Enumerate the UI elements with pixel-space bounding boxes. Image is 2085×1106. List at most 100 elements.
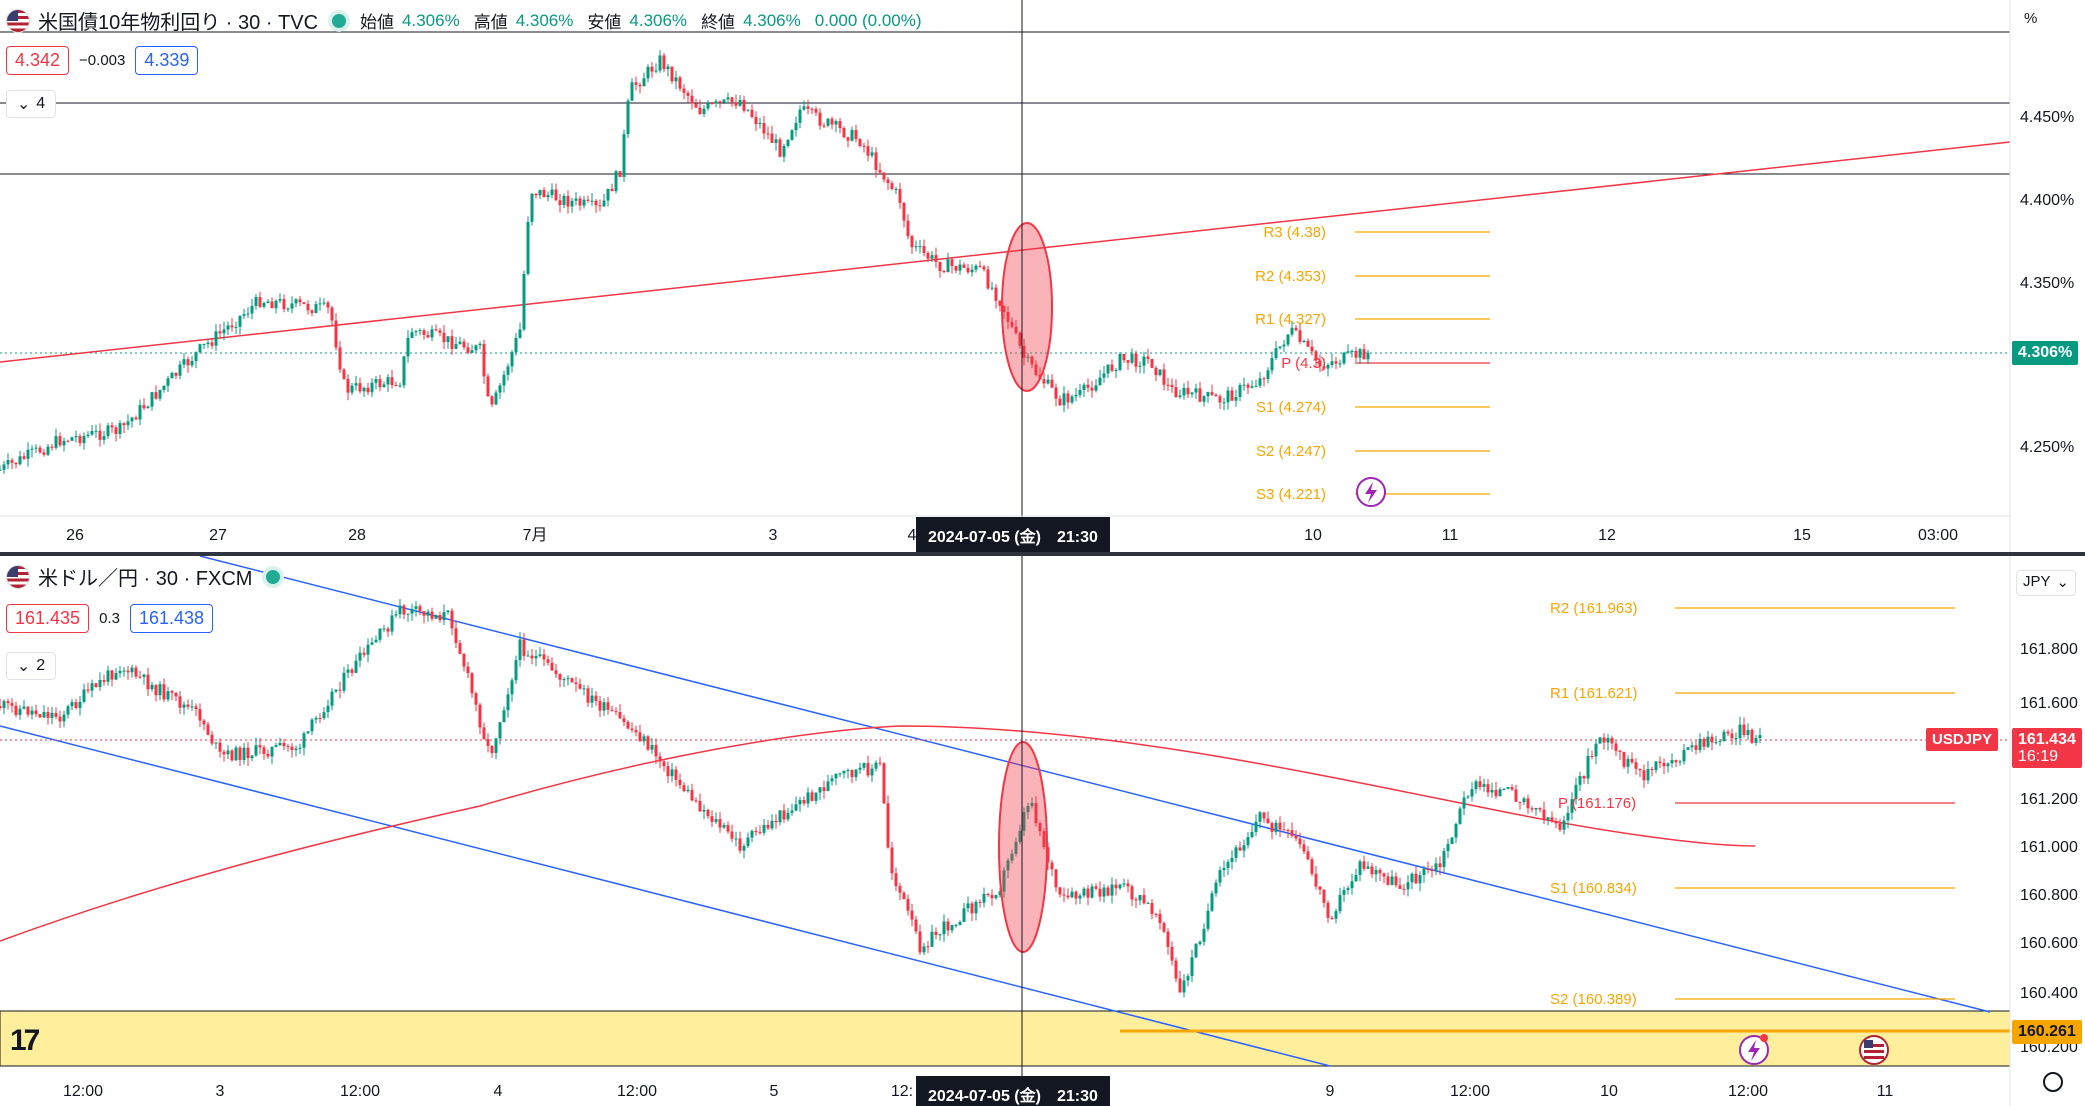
- symbol-title[interactable]: 米ドル／円 · 30 · FXCM: [38, 568, 253, 590]
- channel-upper-line[interactable]: [199, 556, 1991, 1013]
- settings-icon[interactable]: [2043, 1072, 2063, 1092]
- crosshair-time-label: 2024-07-05 (金) 21:30: [916, 517, 1110, 552]
- lightning-icon[interactable]: [1356, 477, 1386, 507]
- price-axis-label: 161.600: [2020, 695, 2078, 712]
- time-axis-label: 28: [348, 527, 366, 544]
- time-axis-label: 9: [1326, 1083, 1335, 1100]
- close-label: 終値: [701, 13, 736, 32]
- spread: −0.003: [79, 52, 126, 69]
- top-chart-pane[interactable]: R3 (4.38) R2 (4.353) R1 (4.327) P (4.3) …: [0, 0, 2085, 552]
- time-axis-label: 11: [1877, 1083, 1894, 1100]
- current-price-value: 161.434: [2018, 731, 2076, 748]
- time-axis-label: 10: [1304, 527, 1322, 544]
- us-event-flag-icon[interactable]: [1859, 1035, 1889, 1065]
- current-price-label: 4.306%: [2012, 341, 2079, 365]
- time-axis-label: 10: [1600, 1083, 1618, 1100]
- time-axis-label: 4: [494, 1083, 503, 1100]
- time-axis-label: 12:00: [63, 1083, 103, 1100]
- open-label: 始値: [360, 13, 395, 32]
- pane-divider[interactable]: [0, 552, 2085, 556]
- indicator-count: 4: [36, 95, 46, 112]
- time-axis-label: 12:00: [340, 1083, 380, 1100]
- pivot-label-s2: S2 (4.247): [1256, 443, 1326, 460]
- chevron-down-icon: ⌄: [16, 96, 31, 113]
- time-axis-label: 12:00: [1728, 1083, 1768, 1100]
- time-axis-label: 3: [769, 527, 778, 544]
- pivot-label-r1: R1 (4.327): [1255, 311, 1326, 328]
- close-value: 4.306%: [743, 10, 801, 30]
- current-price-label: 161.434 16:19: [2012, 728, 2082, 768]
- time-axis-label: 3: [216, 1083, 225, 1100]
- us-flag-icon: [6, 564, 30, 589]
- time-axis-label: 12: [1598, 527, 1616, 544]
- price-axis-label: 4.450%: [2020, 109, 2074, 126]
- visibility-icon[interactable]: [332, 13, 347, 28]
- time-axis-label: 4: [908, 527, 917, 544]
- channel-lower-line[interactable]: [0, 725, 1331, 1067]
- unit-label[interactable]: %: [2024, 10, 2038, 27]
- pivot-label-s2: S2 (160.389): [1550, 991, 1637, 1008]
- top-symbol-legend: 米国債10年物利回り · 30 · TVC 始値 4.306% 高値 4.306% …: [6, 6, 928, 35]
- price-axis-label: 161.800: [2020, 641, 2078, 658]
- candlestick-series: [0, 598, 1762, 998]
- pivot-label-p: P (161.176): [1558, 795, 1636, 812]
- pivot-label-r3: R3 (4.38): [1263, 224, 1326, 241]
- currency-label: JPY: [2023, 573, 2051, 590]
- treasury-yield-chart[interactable]: R3 (4.38) R2 (4.353) R1 (4.327) P (4.3) …: [0, 0, 2085, 552]
- bottom-symbol-legend: 米ドル／円 · 30 · FXCM: [6, 562, 286, 591]
- indicators-collapse-button[interactable]: ⌄ 4: [6, 90, 56, 118]
- pivot-label-r2: R2 (161.963): [1550, 600, 1638, 617]
- open-value: 4.306%: [402, 10, 460, 30]
- change-value: 0.000 (0.00%): [814, 10, 922, 30]
- highlight-zone[interactable]: [0, 1010, 2011, 1067]
- level-price-label: 160.261: [2012, 1020, 2082, 1044]
- candlestick-series: [0, 50, 1370, 474]
- ask-price[interactable]: 161.438: [129, 604, 214, 633]
- visibility-icon[interactable]: [266, 569, 281, 584]
- time-axis-label: 27: [209, 527, 227, 544]
- low-label: 安値: [587, 13, 622, 32]
- time-axis-label: 12:: [891, 1083, 913, 1100]
- bid-price[interactable]: 4.342: [6, 46, 70, 75]
- tradingview-logo[interactable]: 17: [10, 1024, 40, 1057]
- time-axis-label: 15: [1793, 527, 1811, 544]
- high-value: 4.306%: [515, 10, 574, 30]
- low-value: 4.306%: [629, 10, 688, 30]
- ask-price[interactable]: 4.339: [135, 46, 199, 75]
- time-axis-label: 12:00: [1450, 1083, 1490, 1100]
- price-axis-label: 160.600: [2020, 935, 2078, 952]
- price-axis-label: 161.000: [2020, 839, 2078, 856]
- price-axis-label: 160.800: [2020, 887, 2078, 904]
- chevron-down-icon: ⌄: [16, 658, 31, 675]
- top-bid-ask: 4.342 −0.003 4.339: [6, 46, 199, 75]
- bottom-chart-pane[interactable]: R2 (161.963) R1 (161.621) P (161.176) S1…: [0, 556, 2085, 1106]
- time-axis-label: 7月: [523, 527, 548, 544]
- pivot-label-s1: S1 (160.834): [1550, 880, 1637, 897]
- time-axis-label: 11: [1442, 527, 1459, 544]
- pivot-label-r1: R1 (161.621): [1550, 685, 1638, 702]
- pivot-lines: [1675, 607, 1955, 1000]
- indicator-count: 2: [36, 657, 46, 674]
- price-axis-label: 161.200: [2020, 791, 2078, 808]
- time-axis-label: 12:00: [617, 1083, 657, 1100]
- currency-dropdown[interactable]: JPY ⌄: [2016, 570, 2076, 596]
- time-axis-label: 26: [66, 527, 84, 544]
- countdown-time: 16:19: [2018, 748, 2059, 765]
- pivot-label-s1: S1 (4.274): [1256, 399, 1326, 416]
- price-axis-label: 4.400%: [2020, 192, 2074, 209]
- lightning-icon[interactable]: [1739, 1034, 1769, 1065]
- pivot-label-r2: R2 (4.353): [1255, 268, 1326, 285]
- usdjpy-chart[interactable]: R2 (161.963) R1 (161.621) P (161.176) S1…: [0, 556, 2085, 1106]
- time-axis-label: 03:00: [1918, 527, 1958, 544]
- highlight-ellipse[interactable]: [1001, 222, 1053, 392]
- symbol-title[interactable]: 米国債10年物利回り · 30 · TVC: [38, 12, 319, 34]
- bid-price[interactable]: 161.435: [6, 604, 90, 633]
- bottom-bid-ask: 161.435 0.3 161.438: [6, 604, 214, 633]
- chevron-down-icon: ⌄: [2056, 574, 2069, 591]
- indicators-collapse-button[interactable]: ⌄ 2: [6, 652, 56, 680]
- pivot-label-s3: S3 (4.221): [1256, 486, 1326, 503]
- price-axis-label: 4.350%: [2020, 275, 2074, 292]
- us-flag-icon: [6, 8, 30, 33]
- highlight-ellipse[interactable]: [998, 741, 1048, 953]
- moving-average-line: [0, 725, 1756, 942]
